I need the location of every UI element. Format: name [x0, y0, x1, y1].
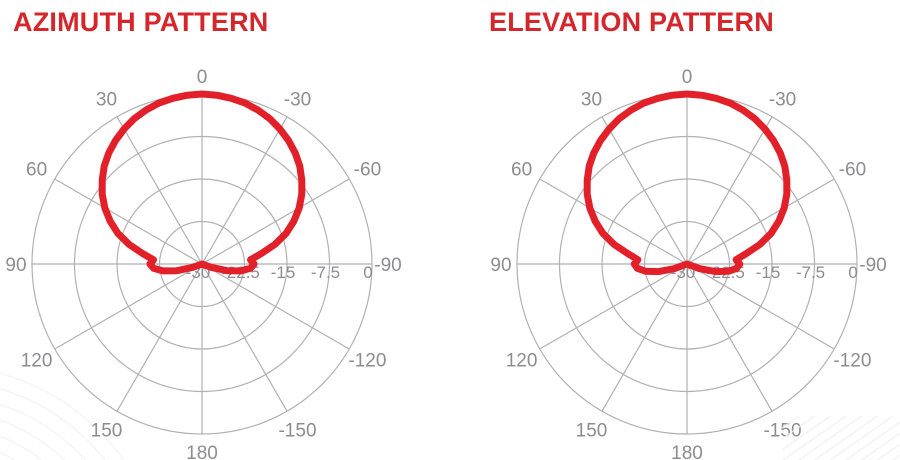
- angle-label--30: -30: [284, 90, 311, 111]
- angle-label-120: 120: [506, 351, 538, 372]
- watermark-arc: [0, 372, 125, 460]
- angle-label--90: -90: [859, 255, 886, 276]
- angle-label-0: 0: [197, 67, 208, 88]
- angle-label-90: 90: [490, 255, 511, 276]
- angle-label-0: 0: [682, 67, 693, 88]
- angle-label--120: -120: [833, 351, 871, 372]
- angle-label--90: -90: [374, 255, 401, 276]
- radial-label-0: 0: [848, 263, 857, 282]
- elevation-pattern-title: ELEVATION PATTERN: [489, 7, 774, 37]
- angle-label--150: -150: [763, 420, 801, 441]
- angle-label-90: 90: [5, 255, 26, 276]
- angle-label-60: 60: [511, 160, 532, 181]
- pattern-curve-elevation_gain_pattern: [583, 90, 791, 276]
- angle-label-180: 180: [671, 443, 703, 460]
- angle-label--30: -30: [769, 90, 796, 111]
- angle-label--150: -150: [278, 420, 316, 441]
- radial-label--15: -15: [756, 263, 781, 282]
- angle-label-150: 150: [91, 420, 123, 441]
- angle-label--60: -60: [839, 160, 866, 181]
- radial-label--7.5: -7.5: [796, 263, 825, 282]
- radial-label--7.5: -7.5: [311, 263, 340, 282]
- radial-label-0: 0: [363, 263, 372, 282]
- watermark-arcs: [0, 372, 125, 460]
- angle-label-120: 120: [21, 351, 53, 372]
- angle-label-30: 30: [96, 90, 117, 111]
- angle-label-60: 60: [26, 160, 47, 181]
- angle-label--60: -60: [354, 160, 381, 181]
- angle-label-150: 150: [576, 420, 608, 441]
- angle-label--120: -120: [348, 351, 386, 372]
- azimuth-pattern-title: AZIMUTH PATTERN: [13, 7, 269, 37]
- radial-label--15: -15: [271, 263, 296, 282]
- pattern-curve-azimuth_gain_pattern: [98, 90, 306, 275]
- angle-label-30: 30: [581, 90, 602, 111]
- angle-label-180: 180: [186, 443, 218, 460]
